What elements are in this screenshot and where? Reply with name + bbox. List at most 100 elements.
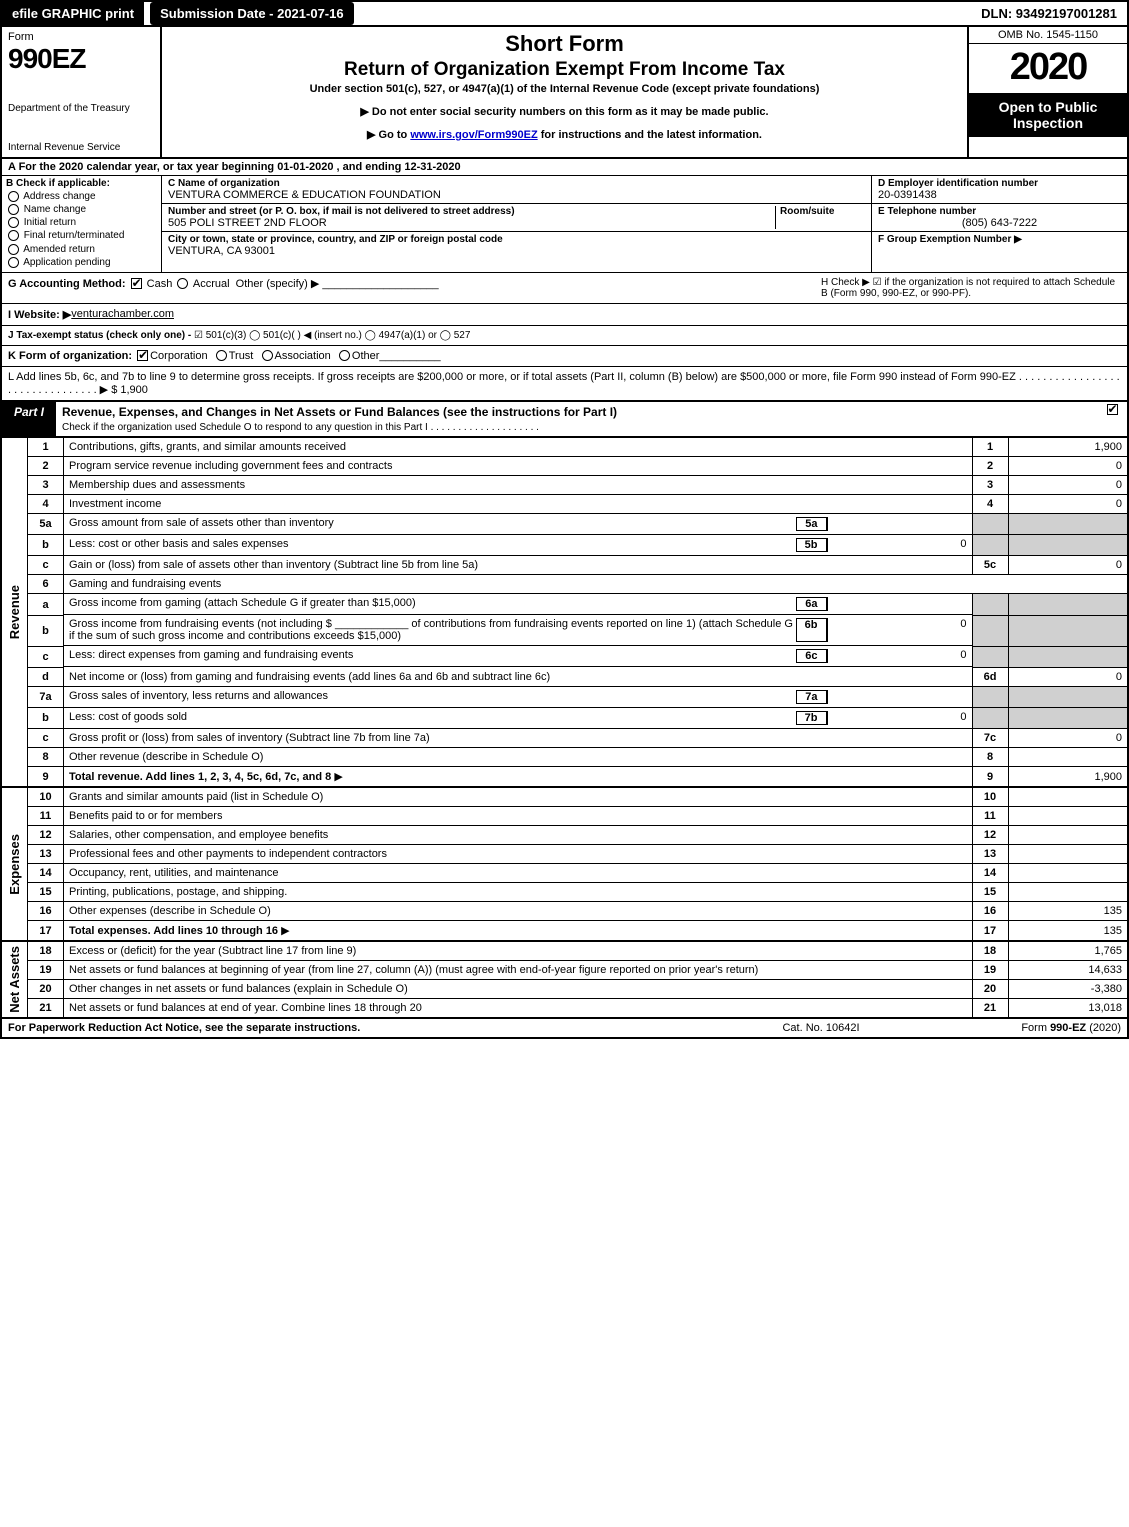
table-row: 4Investment income40 bbox=[1, 494, 1128, 513]
section-b-header: B Check if applicable: bbox=[6, 178, 157, 189]
efile-label: efile GRAPHIC print bbox=[2, 2, 144, 25]
opt-address-change[interactable]: Address change bbox=[6, 191, 157, 202]
group-exemption-label: F Group Exemption Number ▶ bbox=[878, 234, 1121, 245]
org-name: VENTURA COMMERCE & EDUCATION FOUNDATION bbox=[168, 189, 865, 201]
table-row: aGross income from gaming (attach Schedu… bbox=[1, 594, 1128, 616]
table-row: Net Assets 18Excess or (deficit) for the… bbox=[1, 941, 1128, 961]
part1-check-note: Check if the organization used Schedule … bbox=[62, 422, 539, 433]
check-other[interactable] bbox=[339, 350, 350, 361]
table-row: 11Benefits paid to or for members11 bbox=[1, 807, 1128, 826]
row-k: K Form of organization: Corporation Trus… bbox=[0, 346, 1129, 367]
check-trust[interactable] bbox=[216, 350, 227, 361]
table-row: 14Occupancy, rent, utilities, and mainte… bbox=[1, 864, 1128, 883]
section-c: C Name of organization VENTURA COMMERCE … bbox=[162, 176, 872, 272]
note-ssn: ▶ Do not enter social security numbers o… bbox=[168, 105, 961, 118]
table-row: 19Net assets or fund balances at beginni… bbox=[1, 961, 1128, 980]
table-row: bLess: cost of goods sold7b0 bbox=[1, 708, 1128, 729]
check-accrual[interactable] bbox=[177, 278, 188, 289]
irs-link[interactable]: www.irs.gov/Form990EZ bbox=[410, 129, 537, 141]
tax-exempt-label: J Tax-exempt status (check only one) - bbox=[8, 330, 191, 341]
tax-year: 2020 bbox=[969, 44, 1127, 89]
lines-table: Revenue 1Contributions, gifts, grants, a… bbox=[0, 438, 1129, 1020]
table-row: 16Other expenses (describe in Schedule O… bbox=[1, 902, 1128, 921]
check-cash[interactable] bbox=[131, 278, 142, 289]
city-label: City or town, state or province, country… bbox=[168, 234, 865, 245]
opt-amended-return[interactable]: Amended return bbox=[6, 244, 157, 255]
ein-label: D Employer identification number bbox=[878, 178, 1121, 189]
table-row: 17Total expenses. Add lines 10 through 1… bbox=[1, 921, 1128, 942]
opt-initial-return[interactable]: Initial return bbox=[6, 217, 157, 228]
info-block: B Check if applicable: Address change Na… bbox=[0, 176, 1129, 273]
table-row: 6Gaming and fundraising events bbox=[1, 575, 1128, 594]
table-row: 20Other changes in net assets or fund ba… bbox=[1, 980, 1128, 999]
city-value: VENTURA, CA 93001 bbox=[168, 245, 865, 257]
table-row: Revenue 1Contributions, gifts, grants, a… bbox=[1, 438, 1128, 457]
part1-tag: Part I bbox=[2, 402, 56, 436]
dept-irs: Internal Revenue Service bbox=[8, 142, 154, 153]
table-row: 9Total revenue. Add lines 1, 2, 3, 4, 5c… bbox=[1, 767, 1128, 788]
footer-form-ref: Form 990-EZ (2020) bbox=[921, 1022, 1121, 1034]
table-row: 3Membership dues and assessments30 bbox=[1, 475, 1128, 494]
footer-catno: Cat. No. 10642I bbox=[721, 1022, 921, 1034]
table-row: dNet income or (loss) from gaming and fu… bbox=[1, 667, 1128, 686]
form-header: Form 990EZ Department of the Treasury In… bbox=[0, 25, 1129, 159]
row-j: J Tax-exempt status (check only one) - ☑… bbox=[0, 326, 1129, 346]
check-corporation[interactable] bbox=[137, 350, 148, 361]
title-return: Return of Organization Exempt From Incom… bbox=[168, 59, 961, 81]
org-name-label: C Name of organization bbox=[168, 178, 865, 189]
check-association[interactable] bbox=[262, 350, 273, 361]
dept-treasury: Department of the Treasury bbox=[8, 103, 154, 114]
title-short-form: Short Form bbox=[168, 31, 961, 57]
table-row: 12Salaries, other compensation, and empl… bbox=[1, 826, 1128, 845]
table-row: 8Other revenue (describe in Schedule O)8 bbox=[1, 748, 1128, 767]
row-a-period: A For the 2020 calendar year, or tax yea… bbox=[0, 159, 1129, 176]
table-row: bGross income from fundraising events (n… bbox=[1, 615, 1128, 646]
opt-application-pending[interactable]: Application pending bbox=[6, 257, 157, 268]
part1-header: Part I Revenue, Expenses, and Changes in… bbox=[0, 401, 1129, 438]
top-bar: efile GRAPHIC print Submission Date - 20… bbox=[0, 0, 1129, 25]
table-row: 13Professional fees and other payments t… bbox=[1, 845, 1128, 864]
street-label: Number and street (or P. O. box, if mail… bbox=[168, 206, 775, 217]
section-h: H Check ▶ ☑ if the organization is not r… bbox=[821, 277, 1121, 299]
table-row: 15Printing, publications, postage, and s… bbox=[1, 883, 1128, 902]
table-row: 2Program service revenue including gover… bbox=[1, 456, 1128, 475]
footer: For Paperwork Reduction Act Notice, see … bbox=[0, 1019, 1129, 1039]
street-value: 505 POLI STREET 2ND FLOOR bbox=[168, 217, 775, 229]
website-value: venturachamber.com bbox=[71, 308, 174, 321]
dln: DLN: 93492197001281 bbox=[971, 2, 1127, 25]
section-expenses-label: Expenses bbox=[7, 834, 22, 895]
submission-date: Submission Date - 2021-07-16 bbox=[150, 2, 354, 25]
table-row: 21Net assets or fund balances at end of … bbox=[1, 999, 1128, 1019]
table-row: 7aGross sales of inventory, less returns… bbox=[1, 686, 1128, 708]
form-number: 990EZ bbox=[8, 43, 154, 75]
form-label: Form bbox=[8, 31, 154, 43]
part1-schedule-o-check[interactable] bbox=[1107, 404, 1118, 415]
room-label: Room/suite bbox=[780, 206, 865, 217]
form-of-org-label: K Form of organization: bbox=[8, 350, 132, 362]
tel-label: E Telephone number bbox=[878, 206, 1121, 217]
note-link: ▶ Go to www.irs.gov/Form990EZ for instru… bbox=[168, 128, 961, 141]
subtitle: Under section 501(c), 527, or 4947(a)(1)… bbox=[168, 83, 961, 95]
omb-number: OMB No. 1545-1150 bbox=[969, 27, 1127, 44]
part1-title: Revenue, Expenses, and Changes in Net As… bbox=[62, 405, 617, 419]
ein-value: 20-0391438 bbox=[878, 189, 1121, 201]
opt-final-return[interactable]: Final return/terminated bbox=[6, 230, 157, 241]
footer-paperwork: For Paperwork Reduction Act Notice, see … bbox=[8, 1022, 721, 1034]
row-l: L Add lines 5b, 6c, and 7b to line 9 to … bbox=[0, 367, 1129, 401]
tax-exempt-options: ☑ 501(c)(3) ◯ 501(c)( ) ◀ (insert no.) ◯… bbox=[194, 330, 470, 341]
row-i: I Website: ▶ venturachamber.com bbox=[0, 304, 1129, 326]
table-row: Expenses 10Grants and similar amounts pa… bbox=[1, 787, 1128, 807]
table-row: cGross profit or (loss) from sales of in… bbox=[1, 729, 1128, 748]
section-d-e-f: D Employer identification number 20-0391… bbox=[872, 176, 1127, 272]
section-net-assets-label: Net Assets bbox=[7, 946, 22, 1013]
tel-value: (805) 643-7222 bbox=[878, 217, 1121, 229]
opt-name-change[interactable]: Name change bbox=[6, 204, 157, 215]
row-g-h: G Accounting Method: Cash Accrual Other … bbox=[0, 273, 1129, 304]
accounting-method-label: G Accounting Method: bbox=[8, 278, 126, 290]
section-b: B Check if applicable: Address change Na… bbox=[2, 176, 162, 272]
table-row: 5aGross amount from sale of assets other… bbox=[1, 513, 1128, 535]
table-row: bLess: cost or other basis and sales exp… bbox=[1, 535, 1128, 556]
public-inspection: Open to Public Inspection bbox=[969, 93, 1127, 137]
website-label: I Website: ▶ bbox=[8, 308, 71, 321]
section-revenue-label: Revenue bbox=[7, 585, 22, 639]
